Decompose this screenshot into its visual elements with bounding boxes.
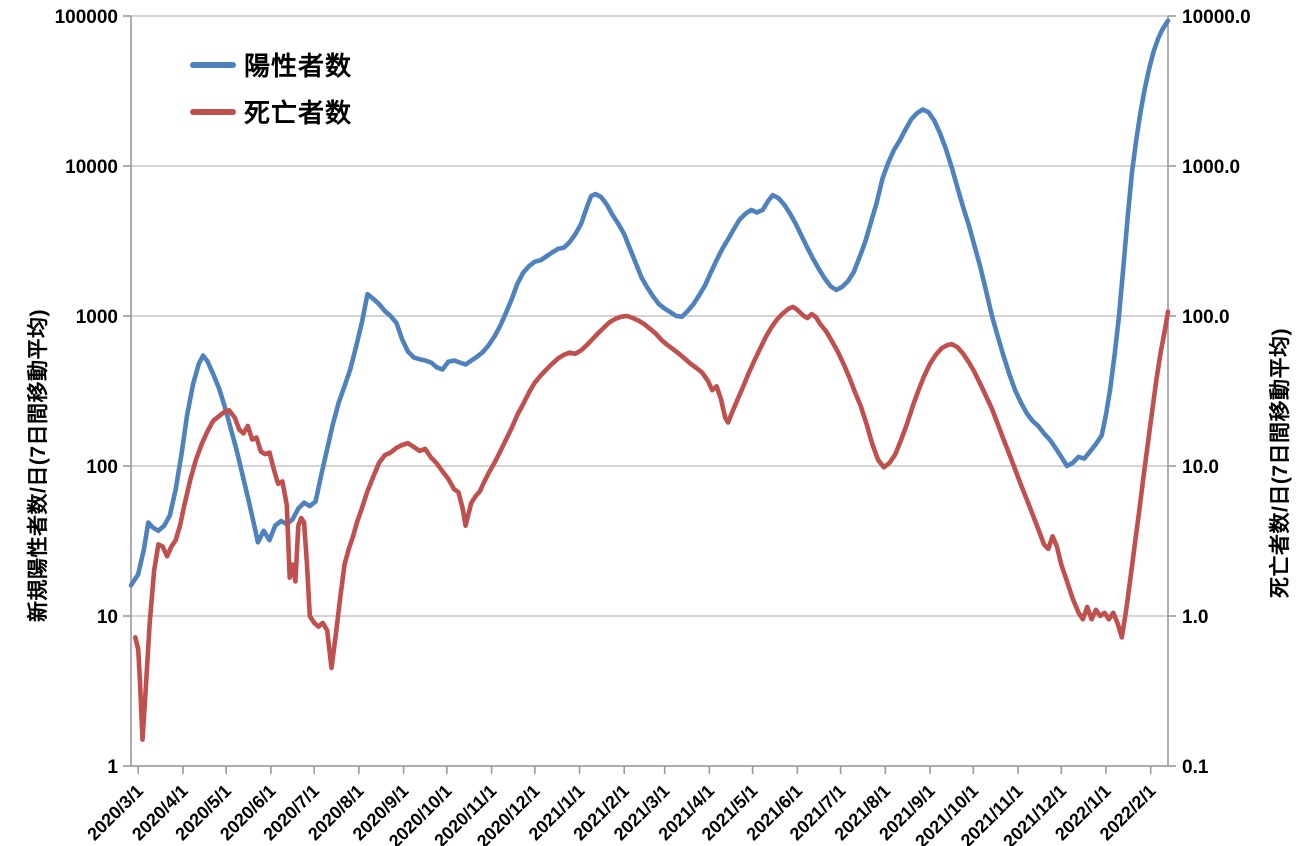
deaths-line-swatch — [190, 108, 236, 115]
y-right-tick-label: 1000.0 — [1182, 157, 1240, 178]
y-right-tick-label: 0.1 — [1182, 757, 1209, 778]
legend-label-deaths: 死亡者数 — [244, 98, 353, 128]
y-left-tick-label: 100 — [86, 457, 118, 478]
cases-line-swatch — [190, 61, 236, 68]
legend-item-deaths: 死亡者数 — [190, 93, 352, 130]
y-left-tick-label: 1 — [107, 757, 118, 778]
cases-line — [128, 18, 1171, 588]
legend-label-cases: 陽性者数 — [244, 51, 353, 81]
y-left-tick-label: 10 — [97, 607, 118, 628]
y-right-tick-label: 100.0 — [1182, 307, 1230, 328]
legend: 陽性者数 死亡者数 — [190, 46, 352, 130]
left-axis-title: 新規陽性者数/日(7日間移動平均) — [27, 309, 50, 622]
right-axis-title: 死亡者数/日(7日間移動平均) — [1269, 328, 1292, 598]
y-left-tick-label: 1000 — [76, 307, 118, 328]
y-left-tick-label: 10000 — [65, 157, 118, 178]
y-left-tick-label: 100000 — [55, 7, 118, 28]
legend-item-cases: 陽性者数 — [190, 46, 352, 83]
y-right-tick-label: 10.0 — [1182, 457, 1219, 478]
deaths-line — [133, 304, 1171, 742]
y-right-tick-label: 10000.0 — [1182, 7, 1251, 28]
y-right-tick-label: 1.0 — [1182, 607, 1208, 628]
